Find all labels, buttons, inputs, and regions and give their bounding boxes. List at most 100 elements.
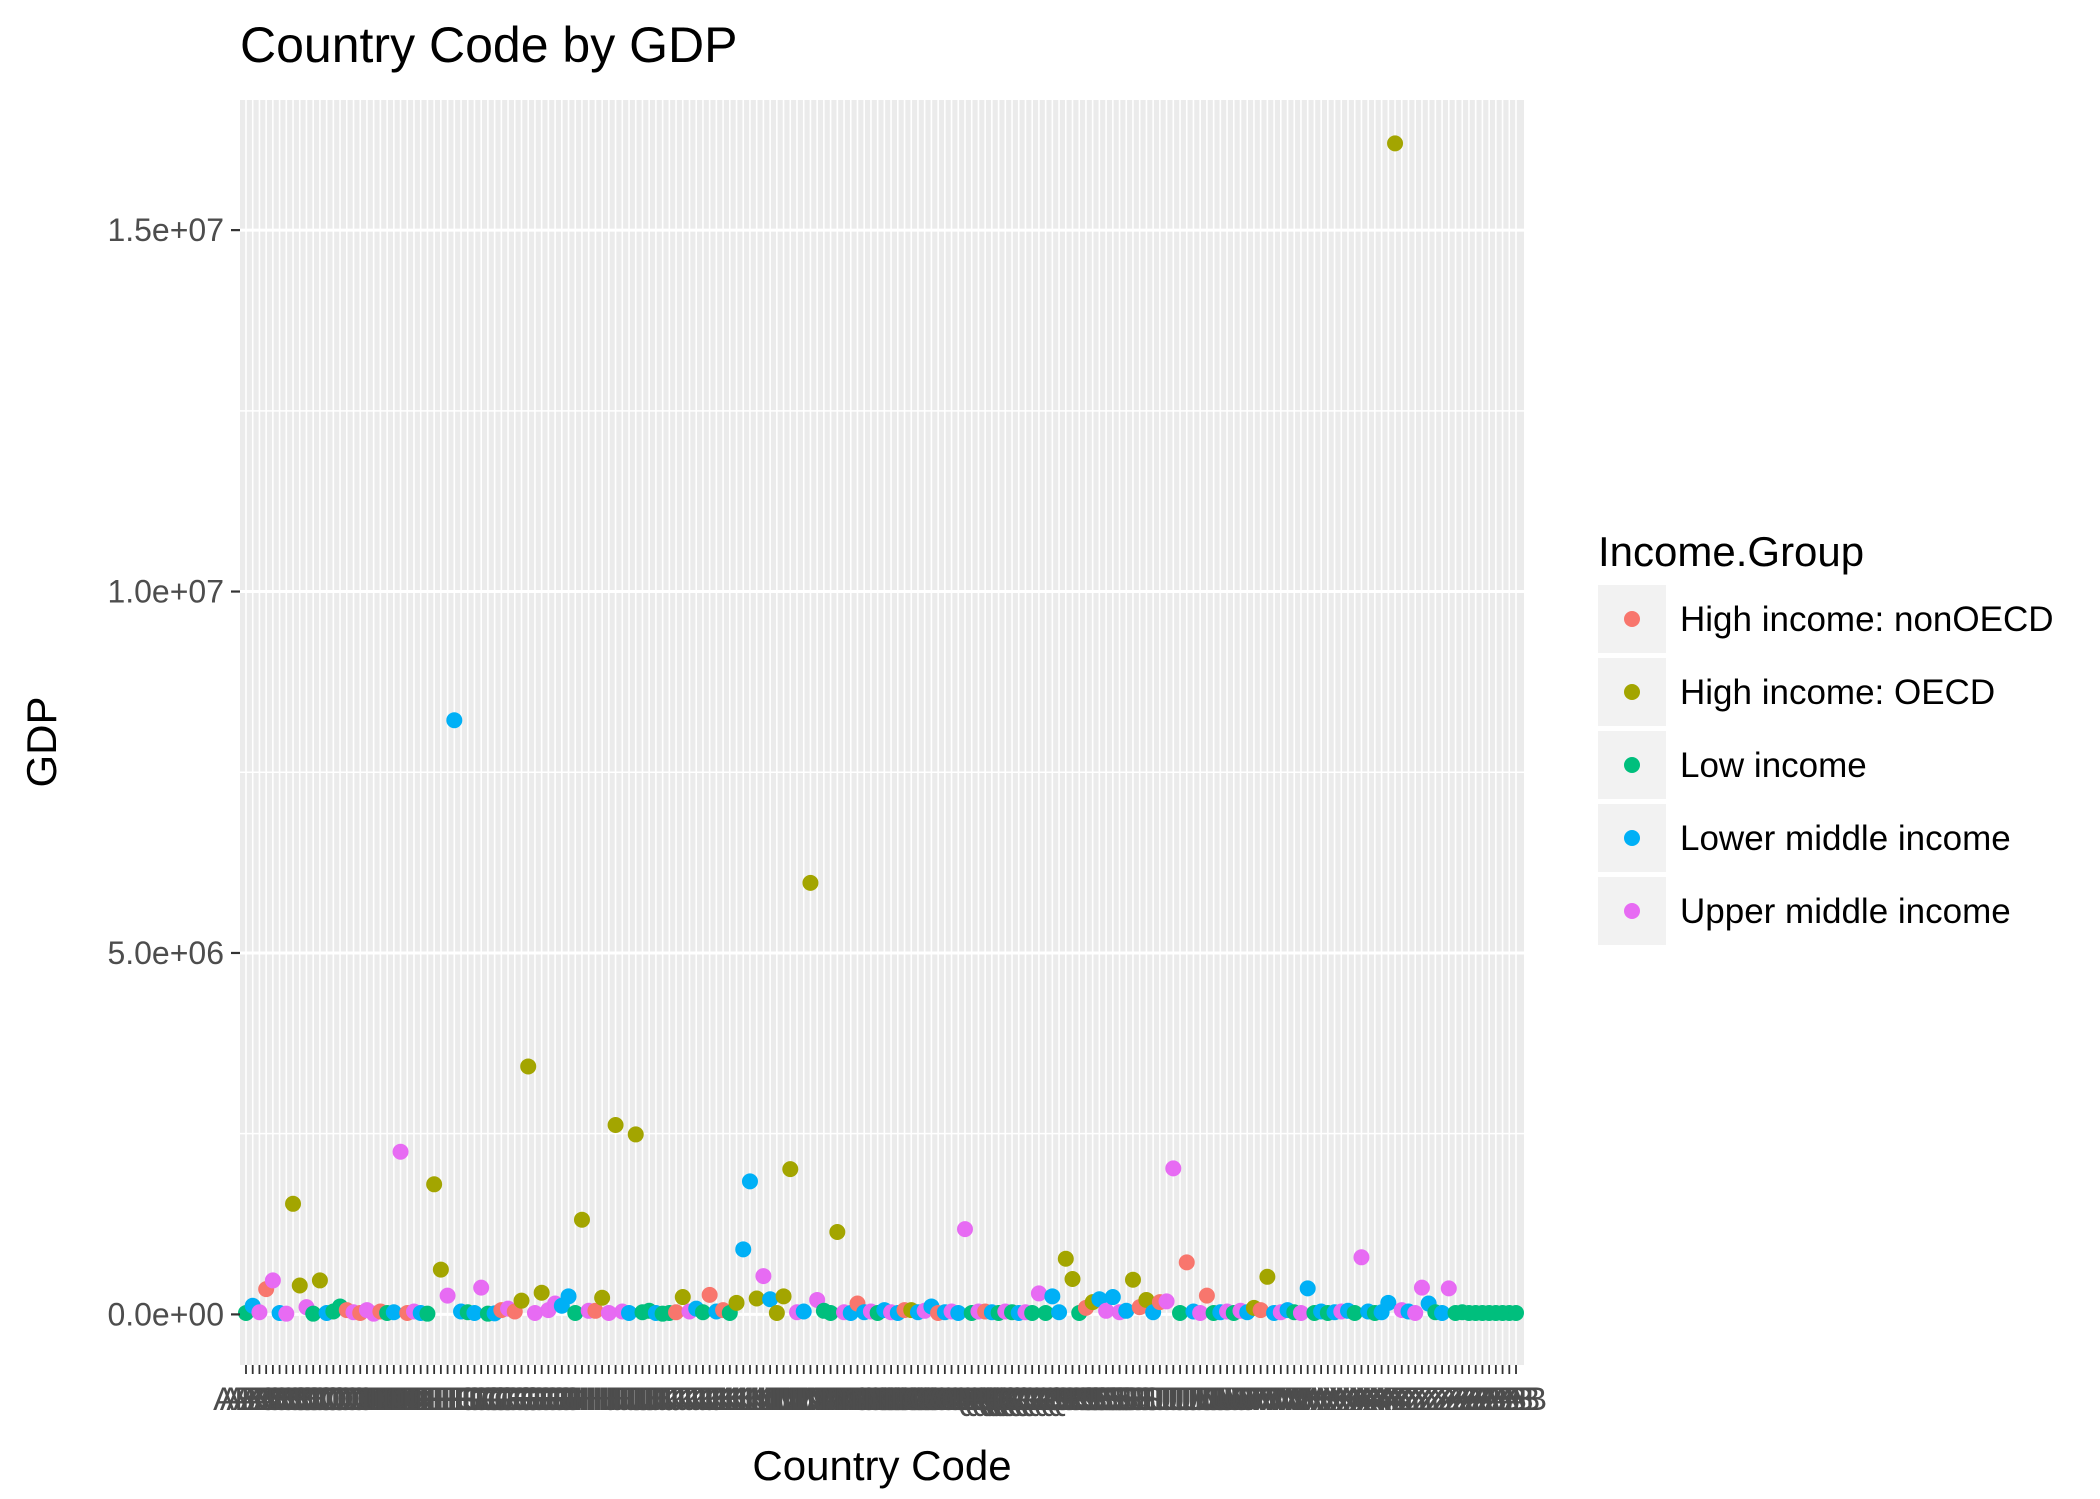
- data-point: [251, 1304, 268, 1321]
- x-tick-label: MNO: [827, 1381, 902, 1417]
- x-tick-label: RST: [1088, 1381, 1152, 1417]
- legend-label: High income: nonOECD: [1680, 600, 2054, 639]
- x-tick-label: YZA: [1438, 1381, 1501, 1417]
- data-point: [1037, 1304, 1054, 1321]
- x-tick-label: XYZ: [1350, 1381, 1412, 1417]
- data-point: [768, 1304, 785, 1321]
- x-tick-label: FGH: [501, 1381, 569, 1417]
- x-tick-label: GHI: [547, 1381, 604, 1417]
- data-point: [1413, 1279, 1430, 1296]
- x-tick-label: VWX: [1265, 1381, 1338, 1417]
- legend-key-dot: [1624, 684, 1640, 700]
- x-tick-label: OPQ: [943, 1381, 1014, 1417]
- x-tick-label: TUV: [1182, 1381, 1247, 1417]
- data-point: [392, 1143, 409, 1160]
- x-tick-label: XYZ: [1391, 1381, 1453, 1417]
- x-tick-label: QRS: [1038, 1381, 1107, 1417]
- data-point: [560, 1288, 577, 1305]
- x-tick-label: BCD: [306, 1381, 374, 1417]
- x-tick-label: YZA: [1404, 1381, 1467, 1417]
- x-tick-label: QRS: [1004, 1381, 1073, 1417]
- x-tick-label: UVW: [1196, 1381, 1271, 1417]
- x-tick-label: QRS: [1018, 1381, 1087, 1417]
- x-tick-label: PQR: [950, 1381, 1019, 1417]
- x-tick-label: GHI: [560, 1381, 617, 1417]
- data-point: [520, 1058, 537, 1075]
- data-point: [762, 1291, 779, 1308]
- x-tick-label: OPQ: [936, 1381, 1007, 1417]
- x-tick-label: EFG: [448, 1381, 514, 1417]
- data-point: [1124, 1271, 1141, 1288]
- x-tick-label: DEF: [382, 1381, 446, 1417]
- x-tick-label: TUV: [1155, 1381, 1220, 1417]
- x-tick-label: ABC: [253, 1381, 319, 1417]
- x-tick-label: GHI: [527, 1381, 584, 1417]
- x-tick-label: DEF: [395, 1381, 459, 1417]
- x-tick-label: STU: [1141, 1381, 1205, 1417]
- data-point: [1353, 1249, 1370, 1266]
- x-tick-label: PQR: [957, 1381, 1026, 1417]
- data-point: [621, 1304, 638, 1321]
- x-tick-label: TUV: [1188, 1381, 1253, 1417]
- x-tick-label: GHI: [554, 1381, 611, 1417]
- x-tick-label: RST: [1061, 1381, 1125, 1417]
- x-tick-label: LMN: [790, 1381, 858, 1417]
- data-points: [238, 135, 1524, 1322]
- legend-key-dot: [1624, 903, 1640, 919]
- x-axis: ABCABCABCABCABCABCABCABCBCDBCDBCDBCDBCDB…: [213, 1365, 1547, 1417]
- x-tick-label: NOP: [883, 1381, 952, 1417]
- x-tick-label: UVW: [1230, 1381, 1305, 1417]
- x-tick-label: UVW: [1223, 1381, 1298, 1417]
- data-point: [1299, 1280, 1316, 1297]
- x-tick-label: HIJ: [578, 1381, 626, 1417]
- x-tick-label: PQR: [977, 1381, 1046, 1417]
- x-tick-label: VWX: [1244, 1381, 1317, 1417]
- x-tick-label: MNO: [800, 1381, 875, 1417]
- x-tick-label: OPQ: [909, 1381, 980, 1417]
- chart-title: Country Code by GDP: [240, 17, 737, 73]
- x-tick-label: CDE: [353, 1381, 421, 1417]
- x-tick-label: VWX: [1271, 1381, 1344, 1417]
- y-tick-label: 1.0e+07: [107, 574, 224, 610]
- data-point: [674, 1289, 691, 1306]
- x-tick-label: WXY: [1312, 1381, 1385, 1417]
- data-point: [1407, 1304, 1424, 1321]
- x-tick-label: KLM: [717, 1381, 783, 1417]
- data-point: [264, 1272, 281, 1289]
- x-tick-label: WXY: [1305, 1381, 1378, 1417]
- legend-label: Upper middle income: [1680, 892, 2011, 931]
- data-point: [278, 1305, 295, 1322]
- x-tick-label: HIJ: [592, 1381, 640, 1417]
- x-tick-label: WXY: [1332, 1381, 1405, 1417]
- x-tick-label: DEF: [389, 1381, 453, 1417]
- x-tick-label: OPQ: [916, 1381, 987, 1417]
- data-point: [802, 874, 819, 891]
- x-tick-label: PQR: [964, 1381, 1033, 1417]
- x-tick-label: MNO: [813, 1381, 888, 1417]
- data-point: [426, 1176, 443, 1193]
- data-point: [1104, 1289, 1121, 1306]
- x-tick-label: MNO: [834, 1381, 909, 1417]
- data-point: [627, 1126, 644, 1143]
- x-tick-label: FGH: [468, 1381, 536, 1417]
- x-tick-label: FGH: [474, 1381, 542, 1417]
- x-tick-label: BCD: [293, 1381, 361, 1417]
- x-tick-label: EFG: [455, 1381, 521, 1417]
- data-point: [513, 1292, 530, 1309]
- x-tick-label: STU: [1114, 1381, 1178, 1417]
- data-point: [775, 1288, 792, 1305]
- x-tick-label: IJK: [646, 1381, 692, 1417]
- x-tick-label: LMN: [770, 1381, 838, 1417]
- data-point: [587, 1302, 604, 1319]
- x-tick-label: CDE: [333, 1381, 401, 1417]
- x-tick-label: DEF: [402, 1381, 466, 1417]
- data-point: [782, 1161, 799, 1178]
- data-point: [668, 1304, 685, 1321]
- data-point: [1165, 1160, 1182, 1177]
- x-tick-label: ZAB: [1458, 1381, 1520, 1417]
- x-tick-label: IJK: [619, 1381, 665, 1417]
- x-tick-label: RST: [1094, 1381, 1158, 1417]
- x-tick-label: RST: [1054, 1381, 1118, 1417]
- data-point: [1508, 1304, 1524, 1321]
- y-tick-label: 5.0e+06: [107, 935, 224, 971]
